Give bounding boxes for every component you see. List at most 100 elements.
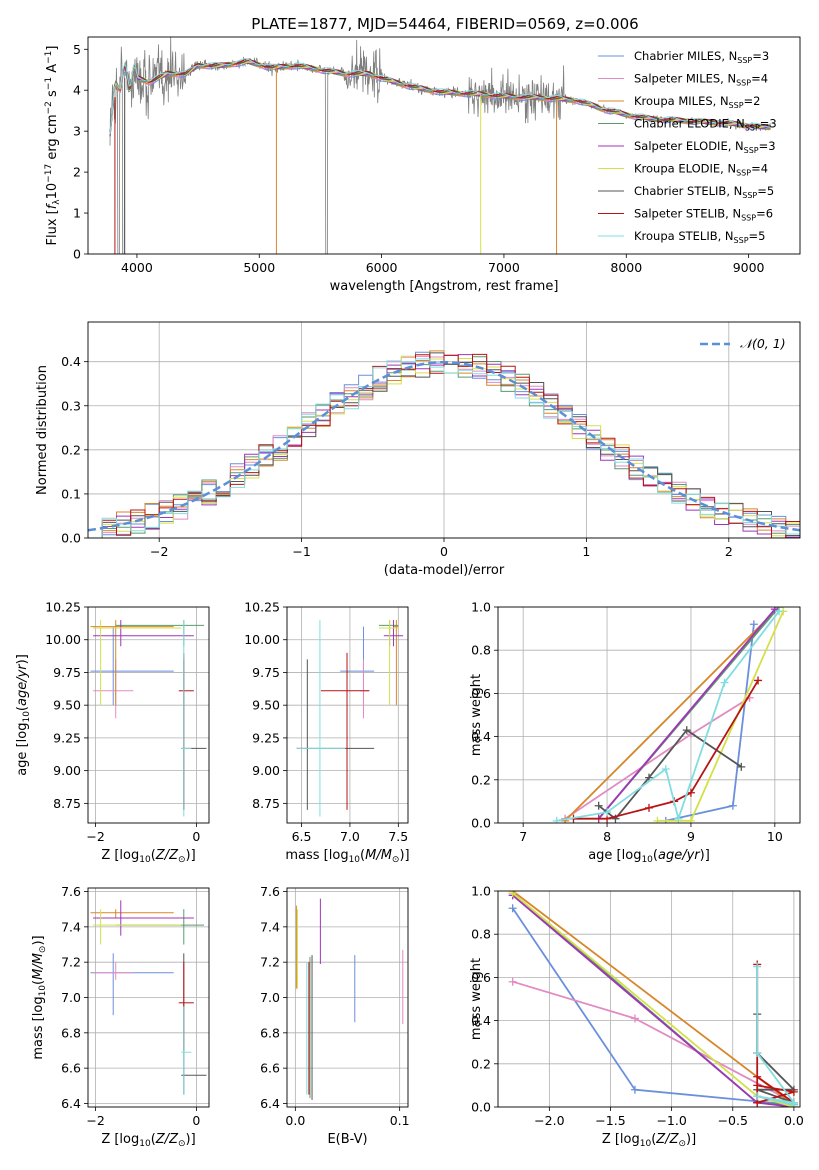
y-tick-label: 0.8	[471, 927, 491, 942]
x-tick-label: 8	[603, 829, 611, 844]
label-part: )]	[399, 848, 409, 863]
label-part: Chabrier STELIB, N	[634, 184, 742, 198]
series-marker	[749, 620, 758, 629]
y-axis-label: mass weight	[469, 674, 484, 756]
y-tick-label: 3	[73, 124, 81, 139]
x-tick-label: 0.0	[784, 1113, 804, 1128]
x-tick-label: 0.0	[285, 1113, 305, 1128]
y-tick-label: 10.25	[244, 600, 280, 615]
label-part: (	[15, 706, 30, 711]
plot-area	[109, 37, 771, 254]
y-axis-label: mass weight	[469, 958, 484, 1040]
series-marker	[552, 816, 561, 823]
label-part: (	[360, 848, 365, 863]
y-tick-label: 0.0	[471, 816, 491, 831]
series-line	[564, 607, 780, 822]
plot-area	[287, 607, 408, 823]
y-tick-label: 9.75	[53, 665, 81, 680]
y-tick-label: 7.6	[260, 884, 280, 899]
y-tick-label: 0	[73, 247, 81, 262]
label-part: Kroupa ELODIE, N	[634, 162, 736, 176]
y-tick-label: 2	[73, 165, 81, 180]
y-tick-label: 0.2	[471, 1056, 491, 1071]
label-part: age [log	[15, 723, 30, 776]
plot-area	[498, 607, 800, 823]
series-marker	[603, 808, 612, 817]
y-axis-label: age [log10(age/yr)]	[15, 654, 32, 776]
axes-spectrum: 4000 5000 6000 7000 8000 9000 0 1 2 3 4 5 wavelength…	[44, 36, 801, 294]
y-tick-label: 10.00	[45, 632, 81, 647]
label-part: ⊙	[38, 946, 48, 954]
y-tick-label: 6.6	[61, 1061, 81, 1076]
x-axis-label: (data-model)/error	[384, 563, 505, 578]
series-marker	[753, 1081, 762, 1090]
label-part: 10	[22, 711, 32, 723]
legend-label: Salpeter MILES, NSSP=4	[634, 72, 768, 88]
x-tick-label: 4000	[121, 260, 153, 275]
series-marker	[661, 765, 670, 773]
histogram-series	[88, 353, 800, 538]
series-marker	[594, 801, 603, 810]
series-marker	[645, 803, 653, 812]
label-part: Z [log	[101, 848, 139, 863]
y-tick-label: 0.6	[471, 686, 491, 701]
y-tick-label: 0.8	[471, 643, 491, 658]
label-part: Z/Z	[155, 848, 179, 863]
plot-area	[88, 322, 800, 538]
x-tick-label: −2	[86, 1113, 104, 1128]
label-part: =4	[751, 72, 768, 86]
y-tick-label: 6.6	[260, 1061, 280, 1076]
histogram-series	[88, 350, 800, 538]
series-marker	[561, 816, 570, 823]
x-tick-label: 2	[725, 544, 733, 559]
label-part: SSP	[744, 146, 759, 155]
label-part: 10	[45, 183, 60, 200]
series-line	[564, 696, 751, 820]
label-part: (data-model)/error	[384, 563, 505, 578]
y-axis-label: Normed distribution	[35, 365, 50, 495]
x-tick-label: 7.5	[388, 829, 408, 844]
series-line	[598, 608, 776, 820]
y-tick-label: 8.75	[53, 796, 81, 811]
y-tick-label: 6.4	[61, 1096, 81, 1111]
series-marker	[682, 726, 691, 735]
label-part: 10	[139, 855, 151, 865]
axes-residuals: −2 −1 0 1 2 0.0 0.1 0.2 0.3 0.4 (data-model)/error…	[35, 321, 801, 578]
series-marker	[508, 904, 517, 913]
series-line	[512, 891, 795, 1106]
y-tick-label: 0.1	[61, 486, 81, 501]
label-part: SSP	[729, 101, 744, 110]
y-tick-label: 1.0	[471, 884, 491, 899]
y-tick-label: 0.6	[471, 970, 491, 985]
y-tick-label: 9.25	[53, 730, 81, 745]
x-tick-label: 6.5	[292, 829, 312, 844]
label-part: Z [log	[101, 1132, 139, 1147]
axes-frame	[497, 606, 801, 824]
label-part: Chabrier MILES, N	[634, 49, 737, 63]
series-marker	[630, 1014, 639, 1023]
series-marker	[630, 1085, 639, 1094]
label-part: =3	[760, 117, 777, 131]
y-tick-label: 8.75	[252, 796, 280, 811]
series-marker	[653, 816, 662, 823]
label-part: s	[45, 90, 60, 101]
label-part: ⊙	[678, 1139, 686, 1149]
label-part: A	[45, 64, 60, 77]
label-part: −2	[44, 101, 54, 114]
normal-curve	[88, 360, 800, 532]
label-part: =5	[749, 229, 766, 243]
label-part: SSP	[734, 236, 749, 245]
y-axis-label: mass [log10(M/M⊙)]	[31, 935, 48, 1059]
legend-label: 𝒩(0, 1)	[740, 336, 786, 351]
plot-area	[287, 888, 408, 1107]
axes-frame	[497, 890, 801, 1108]
plot-area	[498, 891, 800, 1107]
axes-mass-vs-Z: −2 06.46.66.87.07.27.47.6Z [log10(Z/Z⊙)]m…	[31, 884, 210, 1149]
label-part: M/M	[365, 848, 392, 863]
series-marker	[789, 1087, 798, 1096]
x-tick-label: −1.0	[656, 1113, 686, 1128]
series-marker	[754, 676, 763, 685]
x-axis-label: wavelength [Angstrom, rest frame]	[330, 279, 559, 294]
